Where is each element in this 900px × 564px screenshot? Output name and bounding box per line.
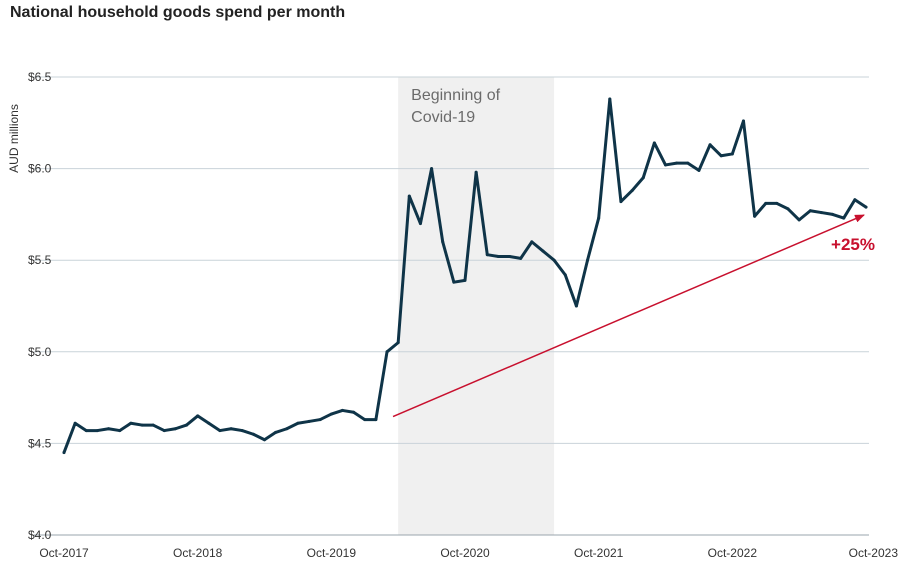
data-point — [463, 278, 467, 282]
data-point — [786, 207, 790, 211]
covid-shaded-region — [398, 77, 555, 535]
data-point — [541, 249, 545, 253]
data-point — [385, 350, 389, 354]
data-point — [608, 97, 612, 101]
data-point — [196, 414, 200, 418]
data-point — [808, 209, 812, 213]
data-point — [140, 423, 144, 427]
data-point — [508, 255, 512, 259]
data-point — [775, 201, 779, 205]
data-point — [708, 143, 712, 147]
series-points — [62, 97, 868, 455]
data-point — [686, 161, 690, 165]
data-point — [363, 418, 367, 422]
data-point — [107, 427, 111, 431]
data-point — [285, 427, 289, 431]
data-point — [630, 189, 634, 193]
x-tick-label: Oct-2020 — [440, 546, 490, 560]
data-point — [730, 152, 734, 156]
shade-label-line2: Covid-19 — [411, 109, 475, 126]
data-point — [229, 427, 233, 431]
y-tick-label: $4.0 — [28, 528, 52, 542]
data-point — [819, 211, 823, 215]
data-point — [418, 222, 422, 226]
data-point — [641, 176, 645, 180]
data-point — [485, 253, 489, 257]
x-tick-label: Oct-2019 — [307, 546, 357, 560]
data-point — [452, 280, 456, 284]
data-point — [207, 421, 211, 425]
gridlines — [34, 76, 869, 536]
data-point — [864, 205, 868, 209]
data-point — [62, 451, 66, 455]
data-point — [274, 430, 278, 434]
data-point — [441, 240, 445, 244]
data-point — [719, 154, 723, 158]
y-axis-label: AUD millions — [7, 104, 21, 173]
data-point — [129, 421, 133, 425]
y-tick-labels: $4.0 $4.5 $5.0 $5.5 $6.0 $6.5 — [28, 70, 52, 542]
data-point — [307, 419, 311, 423]
data-point — [407, 194, 411, 198]
data-point — [396, 341, 400, 345]
shade-label-line1: Beginning of — [411, 87, 501, 104]
data-point — [853, 198, 857, 202]
data-point — [374, 418, 378, 422]
data-point — [664, 163, 667, 167]
data-point — [73, 421, 77, 425]
y-tick-label: $6.0 — [28, 162, 52, 176]
data-point — [329, 412, 333, 416]
data-point — [619, 200, 623, 204]
data-point — [496, 255, 500, 259]
data-point — [218, 429, 222, 433]
data-point — [95, 429, 99, 433]
data-point — [352, 410, 356, 414]
data-point — [741, 119, 745, 123]
x-tick-label: Oct-2017 — [39, 546, 89, 560]
y-tick-label: $5.5 — [28, 253, 52, 267]
data-point — [474, 170, 478, 174]
x-tick-label: Oct-2023 — [849, 546, 899, 560]
data-point — [185, 423, 189, 427]
data-point — [118, 429, 122, 433]
data-point — [797, 218, 801, 222]
data-point — [84, 429, 88, 433]
data-point — [597, 216, 601, 220]
y-tick-label: $4.5 — [28, 436, 52, 450]
data-point — [151, 423, 155, 427]
data-point — [251, 432, 255, 436]
data-point — [296, 421, 300, 425]
data-point — [831, 212, 835, 216]
data-point — [173, 427, 177, 431]
data-point — [430, 167, 434, 171]
x-tick-labels: Oct-2017 Oct-2018 Oct-2019 Oct-2020 Oct-2021… — [39, 546, 898, 560]
y-tick-label: $6.5 — [28, 70, 52, 84]
data-point — [675, 161, 679, 165]
chart-title: National household goods spend per month — [10, 4, 346, 21]
data-point — [586, 258, 590, 262]
data-point — [652, 141, 656, 145]
data-point — [563, 273, 567, 277]
x-tick-label: Oct-2018 — [173, 546, 223, 560]
data-point — [764, 201, 768, 205]
data-point — [530, 240, 534, 244]
x-tick-label: Oct-2022 — [708, 546, 758, 560]
y-tick-label: $5.0 — [28, 345, 52, 359]
x-tick-label: Oct-2021 — [574, 546, 624, 560]
data-point — [519, 256, 523, 260]
data-point — [318, 418, 322, 422]
data-point — [162, 429, 166, 433]
growth-annotation: +25% — [831, 235, 875, 254]
data-point — [842, 216, 846, 220]
data-point — [697, 168, 701, 172]
data-point — [574, 304, 578, 308]
data-point — [340, 408, 344, 412]
data-point — [263, 438, 266, 442]
data-point — [753, 214, 757, 218]
growth-arrow — [392, 214, 865, 418]
data-point — [240, 429, 244, 433]
data-point — [552, 258, 556, 262]
